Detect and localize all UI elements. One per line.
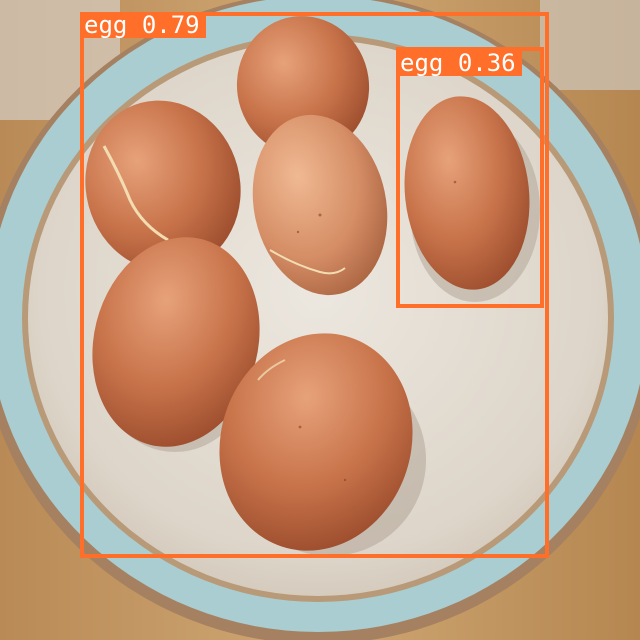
detection-score: 0.36 [457,49,516,77]
egg-top [236,16,370,156]
egg-middle [252,114,388,296]
detection-box-egg-1 [80,12,549,558]
detection-class: egg [400,49,444,77]
egg-crack-bottom [257,359,286,381]
egg-right [404,96,530,290]
detection-label-egg-2: egg 0.36 [396,50,522,76]
detection-box-egg-2 [396,47,544,308]
detection-score: 0.79 [141,11,200,39]
detection-label-egg-1: egg 0.79 [80,12,206,38]
countertop-corner-right [540,0,640,90]
egg-cracked-left [85,100,241,272]
egg-crack-middle [269,249,346,275]
egg-crack [102,145,169,242]
egg-lower-left [92,237,260,447]
detection-class: egg [84,11,128,39]
egg-bottom [219,333,413,551]
